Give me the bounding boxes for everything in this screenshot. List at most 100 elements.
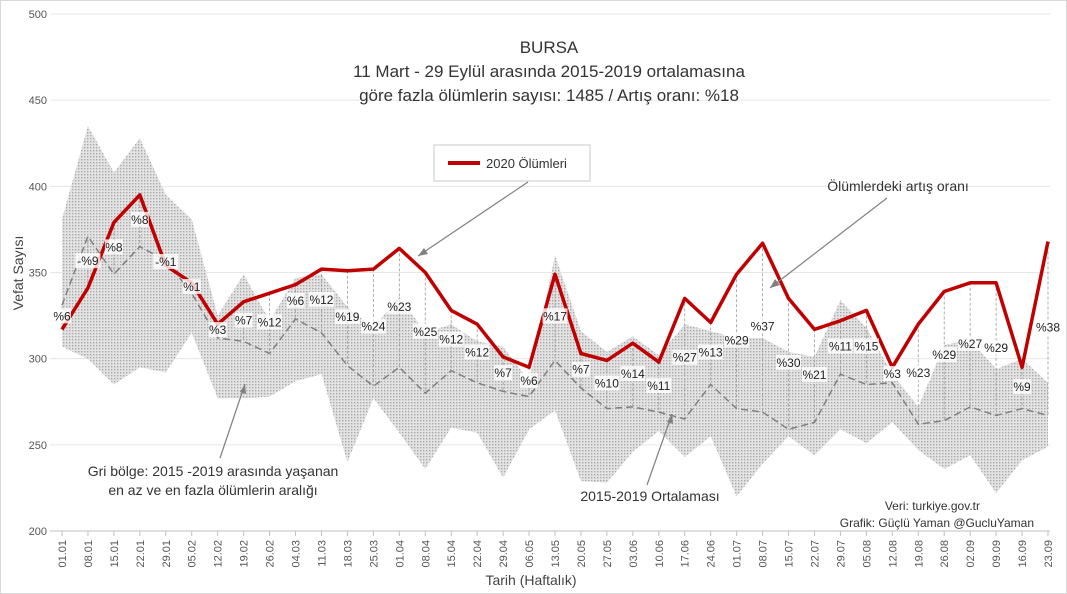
increase-label-bg	[520, 372, 539, 388]
x-tick-label: 18.03	[342, 540, 354, 568]
x-tick-label: 06.05	[524, 540, 536, 568]
increase-label-bg	[931, 347, 957, 363]
increase-label: %6	[286, 292, 305, 308]
increase-label: %6	[53, 308, 71, 324]
x-tick-label: 15.01	[109, 540, 121, 568]
increase-label-text: %29	[932, 348, 956, 362]
increase-label-bg	[542, 308, 568, 324]
increase-label-bg	[104, 239, 123, 255]
increase-label-bg	[883, 366, 902, 382]
source-line: Veri: turkiye.gov.tr	[885, 499, 980, 513]
increase-label-bg	[827, 338, 853, 354]
increase-label-text: %10	[595, 377, 619, 391]
x-tick-label: 25.03	[368, 540, 380, 568]
increase-label: %7	[234, 312, 253, 328]
increase-label: %7	[494, 365, 513, 381]
increase-label-bg	[594, 375, 620, 391]
title-line-1: BURSA	[520, 38, 579, 57]
title-line-2: 11 Mart - 29 Eylül arasında 2015-2019 or…	[353, 62, 745, 81]
x-tick-label: 08.07	[758, 540, 770, 568]
x-tick-label: 05.08	[861, 540, 873, 568]
increase-label-bg	[983, 340, 1009, 356]
increase-label-bg	[334, 309, 360, 325]
increase-label: %27	[672, 349, 698, 365]
line-2020	[60, 193, 1050, 370]
x-tick-label: 19.02	[239, 540, 251, 568]
legend-arrow-line	[417, 181, 529, 257]
increase-label-bg	[308, 291, 334, 307]
y-tick-label: 250	[29, 440, 47, 452]
x-tick-label: 24.06	[706, 540, 718, 568]
increase-label-bg	[1013, 378, 1032, 394]
x-tick-label: 01.04	[394, 540, 406, 568]
y-tick-labels: 200 250 300 350 400 450 500	[29, 9, 47, 538]
increase-label: %15	[853, 338, 879, 354]
increase-label-bg	[698, 344, 724, 360]
increase-label: %14	[620, 366, 646, 382]
increase-label-bg	[75, 253, 101, 269]
average-series	[61, 234, 1049, 431]
increase-label-bg	[464, 344, 490, 360]
y-tick-label: 500	[29, 9, 47, 21]
increase-label-text: %13	[699, 345, 723, 359]
x-tick-label: 22.04	[472, 540, 484, 568]
increase-label-text: %23	[387, 300, 411, 314]
increase-label-bg	[750, 318, 776, 334]
x-tick-label: 10.06	[654, 540, 666, 568]
increase-label: %25	[412, 323, 438, 339]
increase-label-text: %24	[361, 320, 385, 334]
increase-label: %3	[883, 366, 902, 382]
increase-label-text: %8	[131, 213, 149, 227]
increase-label-text: %6	[520, 374, 538, 388]
increase-label-text: %7	[494, 366, 512, 380]
increase-label: %27	[957, 335, 983, 351]
increase-label: %24	[360, 318, 386, 334]
x-tick-label: 12.08	[887, 540, 899, 568]
annotation-average-arrow	[646, 413, 673, 486]
increase-label-text: %1	[183, 280, 201, 294]
increase-label-text: %6	[53, 309, 71, 323]
increase-label-text: %8	[105, 240, 123, 254]
increase-label-bg	[776, 354, 802, 370]
increase-label: %29	[931, 347, 957, 363]
x-tick-label: 23.09	[1043, 540, 1055, 568]
title-line-3: göre fazla ölümlerin sayısı: 1485 / Artı…	[359, 86, 739, 105]
increase-label: %12	[464, 344, 490, 360]
increase-label-bg	[620, 366, 646, 382]
annotation-increase: Ölümlerdeki artış oranı	[769, 177, 969, 289]
increase-label-bg	[853, 338, 879, 354]
x-tick-label: 19.08	[913, 540, 925, 568]
increase-label: %29	[724, 332, 750, 348]
x-tick-label: 02.09	[965, 540, 977, 568]
increase-label-bg	[672, 349, 698, 365]
increase-label: %12	[257, 314, 283, 330]
increase-label-text: %27	[673, 351, 697, 365]
increase-label-text: %15	[854, 339, 878, 353]
increase-label-bg	[208, 322, 227, 338]
x-tick-label: 08.04	[420, 540, 432, 568]
annotation-increase-arrowhead	[770, 279, 780, 288]
increase-label-text: %17	[543, 309, 567, 323]
increase-label-bg	[801, 366, 827, 382]
increase-label-bg	[257, 314, 283, 330]
increase-label-text: %9	[1013, 380, 1031, 394]
increase-label-bg	[905, 365, 931, 381]
increase-label-bg	[957, 335, 983, 351]
x-tick-label: 16.09	[1017, 540, 1029, 568]
increase-label: %21	[801, 366, 827, 382]
increase-label: %11	[646, 378, 672, 394]
x-tick-label: 29.01	[161, 540, 173, 568]
increase-label-text: %7	[235, 314, 253, 328]
x-tick-label: 08.01	[83, 540, 95, 568]
increase-label: %38	[1035, 319, 1061, 335]
increase-label: %10	[594, 375, 620, 391]
annotation-increase-text: Ölümlerdeki artış oranı	[827, 177, 969, 194]
x-tick-label: 15.07	[784, 540, 796, 568]
x-tick-label: 09.09	[991, 540, 1003, 568]
increase-label: %8	[130, 211, 149, 227]
increase-label-text: %12	[258, 315, 282, 329]
increase-label-bg	[53, 308, 71, 324]
y-tick-label: 350	[29, 268, 47, 280]
increase-label: %29	[983, 340, 1009, 356]
